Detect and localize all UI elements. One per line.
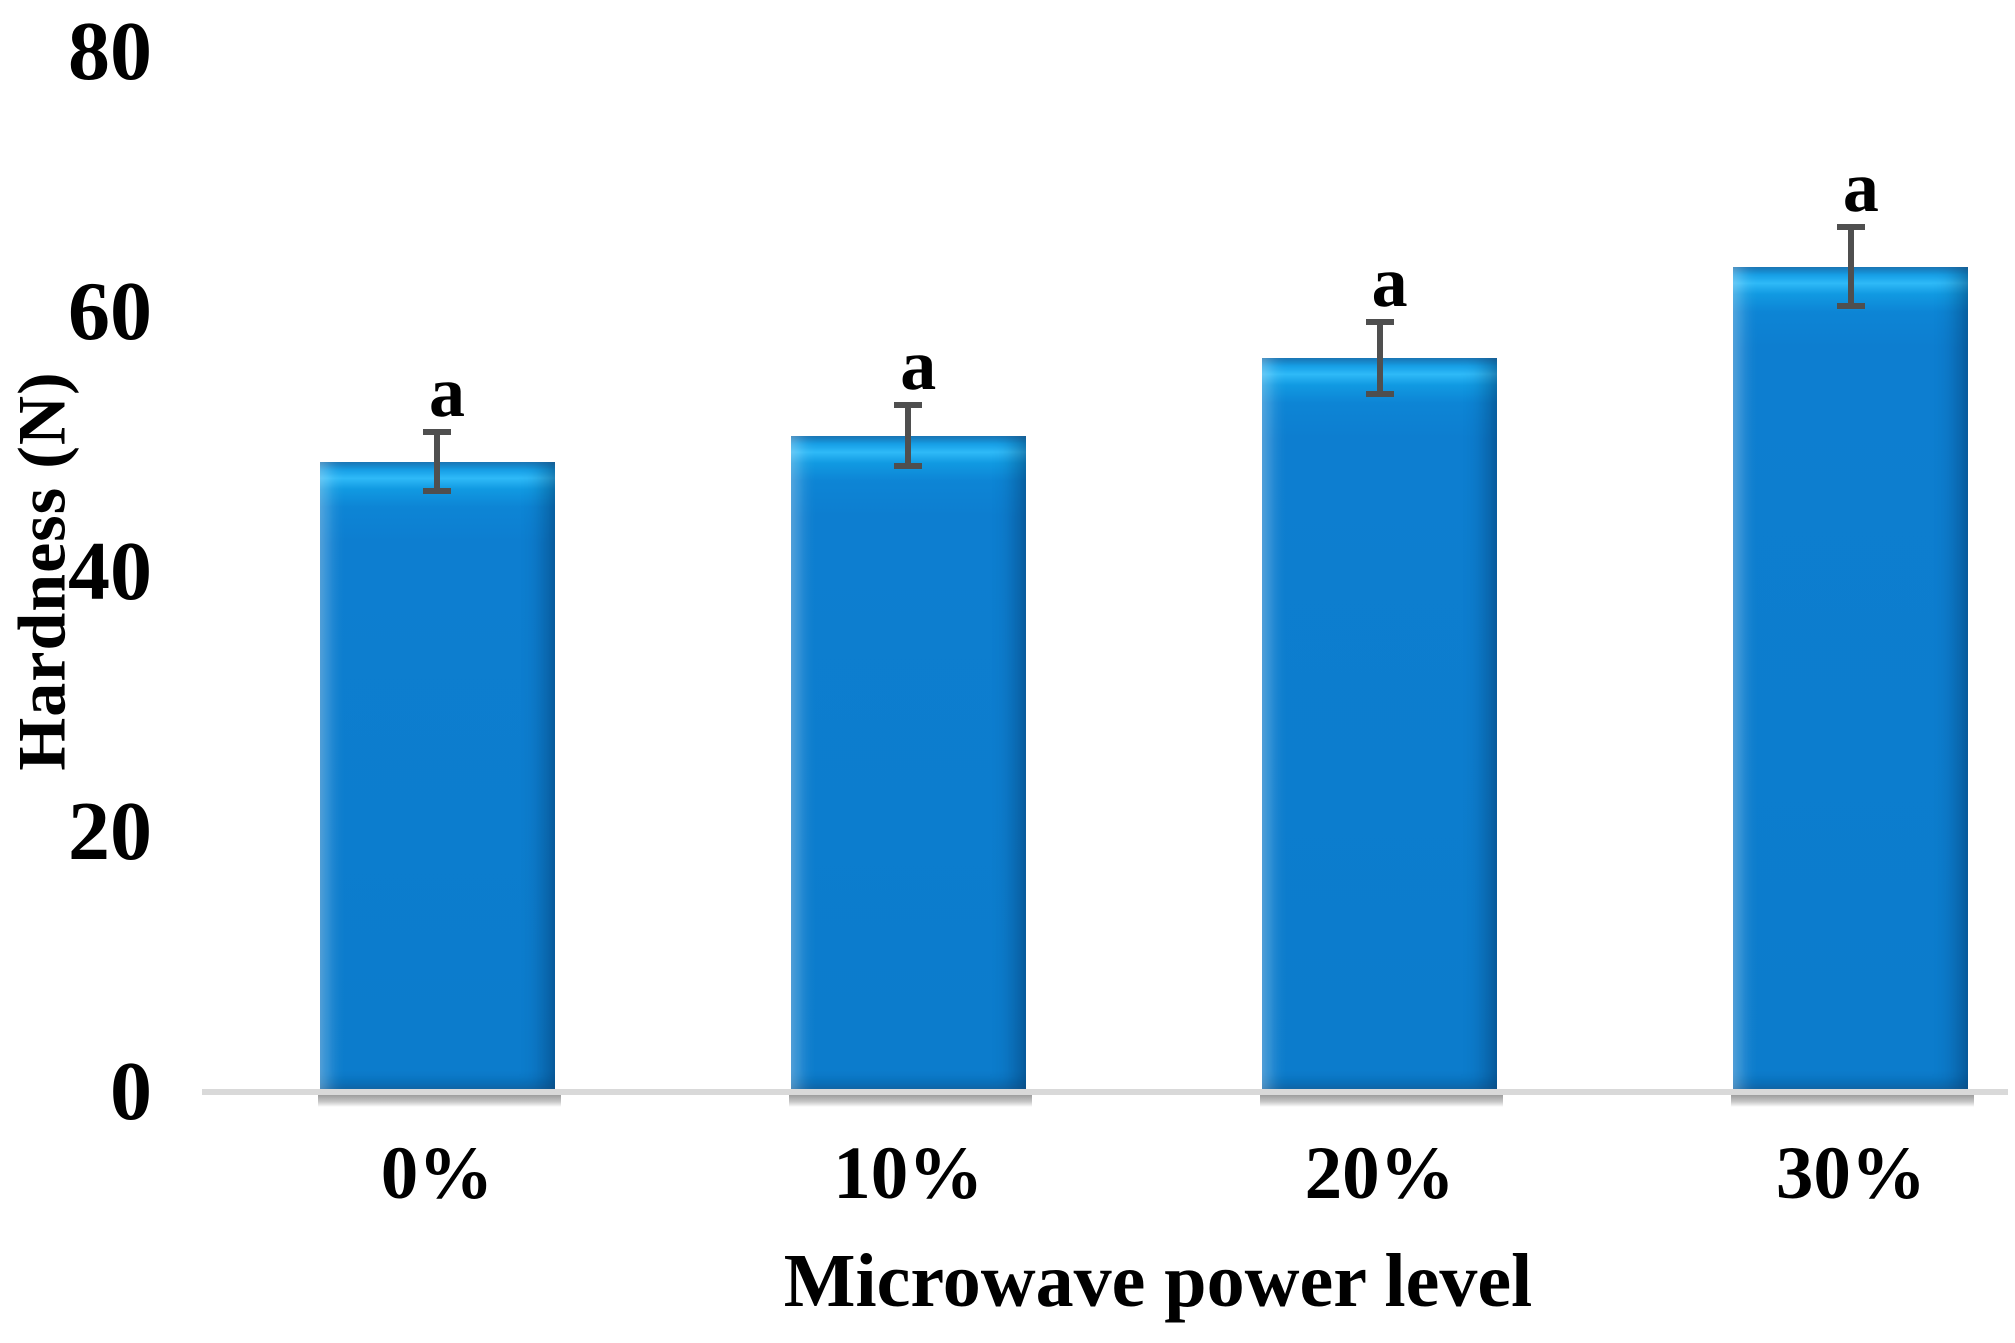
error-bar: [434, 429, 440, 494]
error-bar-bottom-cap: [1836, 303, 1865, 310]
error-bar-bottom-cap: [423, 488, 451, 494]
significance-label: a: [1842, 146, 1879, 227]
bar-drop-shadow: [1731, 1095, 1975, 1107]
y-tick-label: 40: [68, 525, 152, 618]
bar-10%: [790, 435, 1026, 1092]
error-bar-bottom-cap: [894, 463, 923, 470]
error-bar: [1376, 318, 1383, 397]
x-tick-label: 10%: [833, 1132, 984, 1215]
x-axis-title: Microwave power level: [783, 1239, 1533, 1323]
y-tick-label: 60: [68, 265, 152, 358]
error-bar: [1847, 223, 1854, 310]
bar-drop-shadow: [788, 1095, 1032, 1107]
bar-0%: [319, 461, 555, 1092]
bar-20%: [1262, 357, 1498, 1092]
significance-label: a: [900, 324, 937, 405]
error-bar: [905, 401, 912, 470]
significance-label: a: [429, 352, 465, 432]
bar-drop-shadow: [1260, 1095, 1504, 1107]
bar-drop-shadow: [317, 1095, 561, 1107]
error-bar-bottom-cap: [1365, 390, 1394, 397]
error-bar-top-cap: [894, 401, 923, 408]
significance-label: a: [1371, 241, 1408, 322]
error-bar-top-cap: [1365, 318, 1394, 325]
y-tick-label: 0: [110, 1045, 152, 1138]
x-tick-label: 0%: [380, 1132, 494, 1215]
x-tick-label: 30%: [1775, 1132, 1926, 1215]
x-axis-line: [202, 1089, 2008, 1095]
error-bar-top-cap: [1836, 223, 1865, 230]
y-tick-label: 20: [68, 785, 152, 878]
error-bar-top-cap: [423, 429, 451, 435]
bar-30%: [1733, 266, 1969, 1092]
y-tick-label: 80: [68, 5, 152, 98]
x-tick-label: 20%: [1304, 1132, 1455, 1215]
